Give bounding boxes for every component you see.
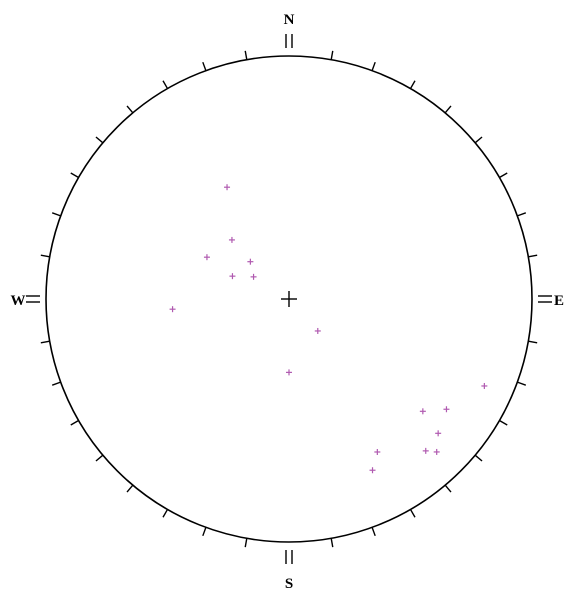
east-label: E xyxy=(554,293,564,309)
pole-point xyxy=(481,382,488,389)
pole-point xyxy=(203,254,210,261)
pole-point xyxy=(247,258,254,265)
north-mark xyxy=(285,34,293,48)
tick-mark xyxy=(95,136,104,144)
tick-mark xyxy=(371,61,376,71)
tick-mark xyxy=(528,340,538,344)
south-mark xyxy=(285,550,293,564)
tick-mark xyxy=(202,61,207,71)
tick-mark xyxy=(40,254,50,258)
tick-mark xyxy=(517,381,527,386)
tick-mark xyxy=(162,509,169,518)
pole-points xyxy=(169,184,488,474)
pole-point xyxy=(250,273,257,280)
tick-mark xyxy=(70,419,79,426)
tick-marks xyxy=(40,50,538,548)
pole-point xyxy=(433,448,440,455)
tick-mark xyxy=(409,509,416,518)
tick-mark xyxy=(528,254,538,258)
tick-mark xyxy=(244,50,248,60)
south-label: S xyxy=(285,576,293,592)
tick-mark xyxy=(126,484,134,493)
pole-point xyxy=(435,430,442,437)
tick-mark xyxy=(40,340,50,344)
pole-point xyxy=(369,467,376,474)
east-mark xyxy=(538,295,552,303)
pole-point xyxy=(169,306,176,313)
tick-mark xyxy=(162,80,169,89)
pole-point xyxy=(228,236,235,243)
tick-mark xyxy=(330,50,334,60)
tick-mark xyxy=(474,136,483,144)
tick-mark xyxy=(330,538,334,548)
tick-mark xyxy=(371,527,376,537)
pole-point xyxy=(229,273,236,280)
pole-point xyxy=(422,447,429,454)
tick-mark xyxy=(202,527,207,537)
tick-mark xyxy=(244,538,248,548)
tick-mark xyxy=(95,454,104,462)
tick-mark xyxy=(499,419,508,426)
center-cross xyxy=(281,291,297,307)
tick-mark xyxy=(70,172,79,179)
pole-point xyxy=(286,369,292,376)
pole-point xyxy=(224,184,231,191)
tick-mark xyxy=(51,212,61,217)
tick-mark xyxy=(444,484,452,493)
tick-mark xyxy=(499,172,508,179)
pole-point xyxy=(419,408,426,415)
primitive-circle xyxy=(45,55,533,543)
west-label: W xyxy=(11,293,26,309)
tick-mark xyxy=(444,105,452,114)
pole-point xyxy=(374,448,381,455)
north-label: N xyxy=(284,12,295,28)
west-mark xyxy=(26,295,40,303)
pole-point xyxy=(443,406,450,413)
tick-mark xyxy=(517,212,527,217)
tick-mark xyxy=(474,454,483,462)
pole-point xyxy=(314,327,321,334)
tick-mark xyxy=(409,80,416,89)
tick-mark xyxy=(126,105,134,114)
tick-mark xyxy=(51,381,61,386)
